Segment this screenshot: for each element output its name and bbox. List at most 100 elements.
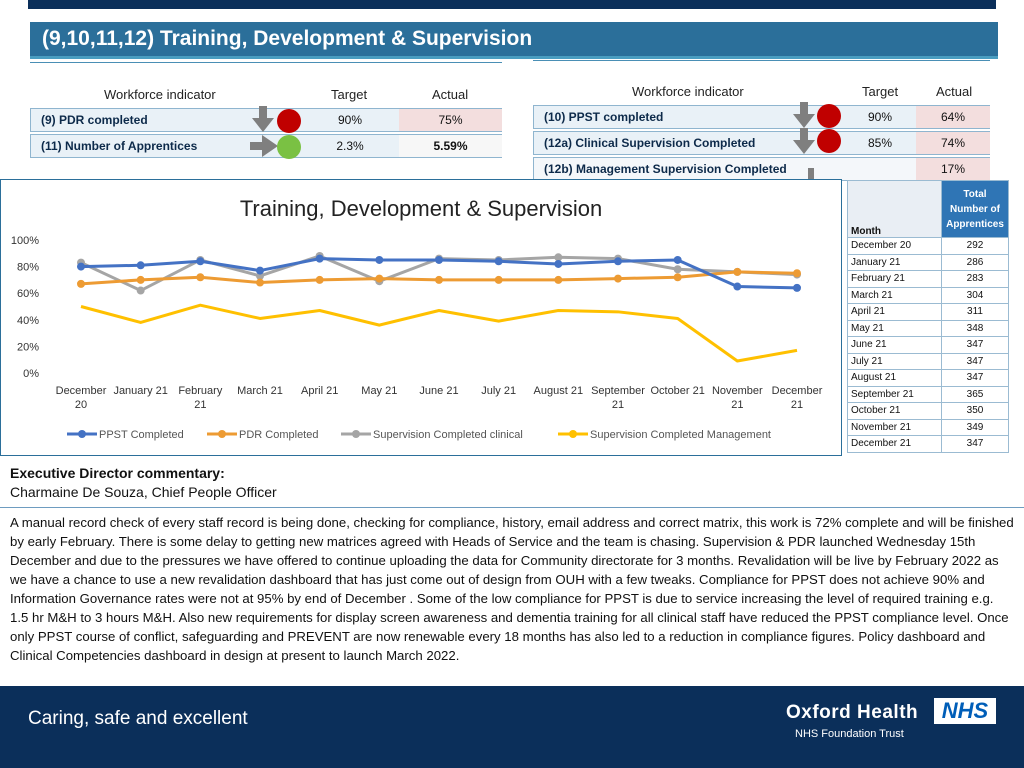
apprentices-month: May 21 xyxy=(847,319,942,337)
apprentices-value: 286 xyxy=(941,253,1009,271)
kpi-row-ppst: (10) PPST completed xyxy=(533,105,990,129)
apprentices-value: 347 xyxy=(941,435,1009,453)
apprentices-value: 347 xyxy=(941,369,1009,387)
apprentices-month: January 21 xyxy=(847,253,942,271)
legend-item: Supervision Completed Management xyxy=(558,429,771,441)
x-tick-label: February 21 xyxy=(178,385,223,411)
x-tick-label: December 20 xyxy=(56,385,107,411)
x-tick-line: February xyxy=(178,385,223,397)
x-tick-line: 21 xyxy=(731,399,743,411)
x-tick-line: November xyxy=(712,385,763,397)
data-point xyxy=(673,255,682,264)
title-bar: (9,10,11,12) Training, Development & Sup… xyxy=(30,22,998,59)
data-point xyxy=(256,266,264,275)
trend-down-arrow-icon xyxy=(808,168,814,180)
x-tick-line: 21 xyxy=(194,399,206,411)
x-tick-label: December 21 xyxy=(772,385,823,411)
data-point xyxy=(614,274,622,283)
apprentices-row: March 21 304 xyxy=(847,286,1009,304)
apprentices-total-header: Total Number of Apprentices xyxy=(941,180,1009,238)
data-point xyxy=(136,286,145,295)
y-tick-label: 40% xyxy=(17,315,39,327)
apprentices-row: July 21 347 xyxy=(847,352,1009,370)
kpi-actual: 74% xyxy=(916,132,990,154)
left-header-actual: Actual xyxy=(432,87,469,102)
x-tick-label: August 21 xyxy=(534,385,584,397)
apprentices-value: 350 xyxy=(941,402,1009,420)
apprentices-month: October 21 xyxy=(847,402,942,420)
x-tick-label: January 21 xyxy=(113,385,167,397)
status-red-icon xyxy=(817,104,841,128)
kpi-target: 90% xyxy=(337,113,363,127)
trust-name: NHS Foundation Trust xyxy=(795,728,904,740)
nhs-logo-text: NHS xyxy=(941,698,989,723)
data-point xyxy=(673,265,682,274)
x-tick-label: March 21 xyxy=(237,385,283,397)
data-point xyxy=(494,275,503,284)
legend-marker xyxy=(352,430,360,438)
data-point xyxy=(554,275,563,284)
legend-item: PDR Completed xyxy=(207,429,318,441)
legend-label: Supervision Completed Management xyxy=(590,429,771,441)
legend-label: PDR Completed xyxy=(239,429,318,441)
apprentices-month: September 21 xyxy=(847,385,942,403)
data-point xyxy=(554,253,563,262)
data-point xyxy=(554,259,563,268)
apprentices-month: March 21 xyxy=(847,286,942,304)
x-tick-line: September xyxy=(591,385,645,397)
commentary-divider xyxy=(0,507,1024,508)
data-point xyxy=(77,279,85,288)
data-point xyxy=(733,267,742,276)
apprentices-month: June 21 xyxy=(847,336,942,354)
x-tick-line: June 21 xyxy=(419,385,458,397)
apprentices-month: July 21 xyxy=(847,352,942,370)
kpi-target: 2.3% xyxy=(336,139,364,153)
chart-title: Training, Development & Supervision xyxy=(240,196,602,221)
data-point xyxy=(435,255,443,264)
apprentices-month: August 21 xyxy=(847,369,942,387)
trend-down-arrow-icon xyxy=(793,128,815,154)
kpi-actual: 17% xyxy=(916,158,990,180)
x-tick-line: May 21 xyxy=(361,385,397,397)
apprentices-row: April 21 311 xyxy=(847,303,1009,321)
x-tick-label: July 21 xyxy=(481,385,516,397)
trend-down-arrow-icon xyxy=(793,102,815,128)
data-point xyxy=(315,254,324,263)
right-table-top-rule xyxy=(533,60,990,61)
apprentices-value: 348 xyxy=(941,319,1009,337)
commentary-author: Charmaine De Souza, Chief People Officer xyxy=(10,484,277,500)
data-point xyxy=(136,261,145,270)
data-point xyxy=(733,282,742,291)
apprentices-value: 349 xyxy=(941,418,1009,436)
kpi-row-clinical-supervision: (12a) Clinical Supervision Completed xyxy=(533,131,990,155)
x-tick-line: April 21 xyxy=(301,385,338,397)
data-point xyxy=(315,275,324,284)
y-tick-label: 80% xyxy=(17,262,39,274)
status-red-icon xyxy=(817,129,841,153)
data-point xyxy=(614,257,622,266)
line-chart: Training, Development & Supervision 0% 20… xyxy=(11,196,823,441)
apprentices-value: 347 xyxy=(941,352,1009,370)
x-tick-label: October 21 xyxy=(650,385,704,397)
legend-item: Supervision Completed clinical xyxy=(341,429,523,441)
apprentices-month: December 20 xyxy=(847,237,942,255)
nhs-logo: NHS xyxy=(934,698,996,724)
data-point xyxy=(196,273,205,282)
x-tick-line: 21 xyxy=(791,399,803,411)
kpi-actual: 64% xyxy=(916,106,990,128)
legend-item: PPST Completed xyxy=(67,429,184,441)
kpi-label: (9) PDR completed xyxy=(41,113,148,127)
x-tick-line: October 21 xyxy=(650,385,704,397)
apprentices-value: 311 xyxy=(941,303,1009,321)
legend-marker xyxy=(569,430,577,438)
apprentices-row: August 21 347 xyxy=(847,369,1009,387)
legend-label: PPST Completed xyxy=(99,429,184,441)
apprentices-month-header: Month xyxy=(847,180,942,238)
x-tick-line: 21 xyxy=(612,399,624,411)
kpi-row-management-supervision: (12b) Management Supervision Completed xyxy=(533,157,990,181)
x-tick-label: November 21 xyxy=(712,385,763,411)
x-tick-label: September 21 xyxy=(591,385,645,411)
right-header-target: Target xyxy=(862,84,899,99)
series-line xyxy=(80,303,798,363)
commentary-text: A manual record check of every staff rec… xyxy=(10,515,1014,663)
